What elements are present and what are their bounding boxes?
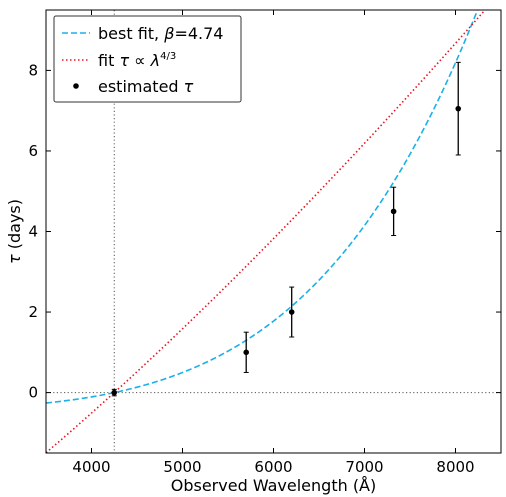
x-tick-label: 7000 bbox=[345, 458, 383, 476]
data-point bbox=[288, 309, 295, 315]
power-law-fit-curve bbox=[46, 10, 487, 453]
legend-box bbox=[53, 15, 242, 103]
x-axis-ticks: 4000 5000 6000 7000 8000 bbox=[72, 10, 475, 476]
x-axis-label: Observed Wavelength (Å) bbox=[171, 476, 377, 495]
data-point bbox=[111, 389, 118, 396]
y-tick-label: 6 bbox=[28, 142, 38, 160]
y-tick-label: 0 bbox=[28, 384, 38, 402]
x-tick-label: 5000 bbox=[163, 458, 201, 476]
data-point bbox=[243, 349, 249, 356]
y-tick-label: 8 bbox=[28, 61, 38, 79]
data-points bbox=[111, 61, 462, 397]
y-axis-ticks: 0 2 4 6 8 bbox=[28, 61, 501, 402]
legend-label-power-fit: fit τ ∝ λ4/3 bbox=[98, 51, 176, 70]
x-tick-label: 4000 bbox=[72, 458, 110, 476]
x-tick-label: 6000 bbox=[254, 458, 292, 476]
legend-marker-estimated bbox=[73, 83, 79, 89]
best-fit-curve bbox=[46, 10, 479, 404]
legend-label-estimated: estimated τ bbox=[98, 77, 194, 96]
fit-curves bbox=[46, 10, 487, 453]
reference-lines bbox=[46, 10, 501, 453]
y-tick-label: 4 bbox=[28, 223, 38, 241]
data-point bbox=[390, 208, 397, 215]
y-tick-label: 2 bbox=[28, 303, 38, 321]
x-tick-label: 8000 bbox=[436, 458, 474, 476]
data-point bbox=[455, 105, 462, 112]
legend: best fit, β=4.74 fit τ ∝ λ4/3 estimated … bbox=[53, 15, 242, 103]
legend-label-best-fit: best fit, β=4.74 bbox=[98, 24, 223, 43]
y-axis-label: τ (days) bbox=[5, 199, 24, 264]
